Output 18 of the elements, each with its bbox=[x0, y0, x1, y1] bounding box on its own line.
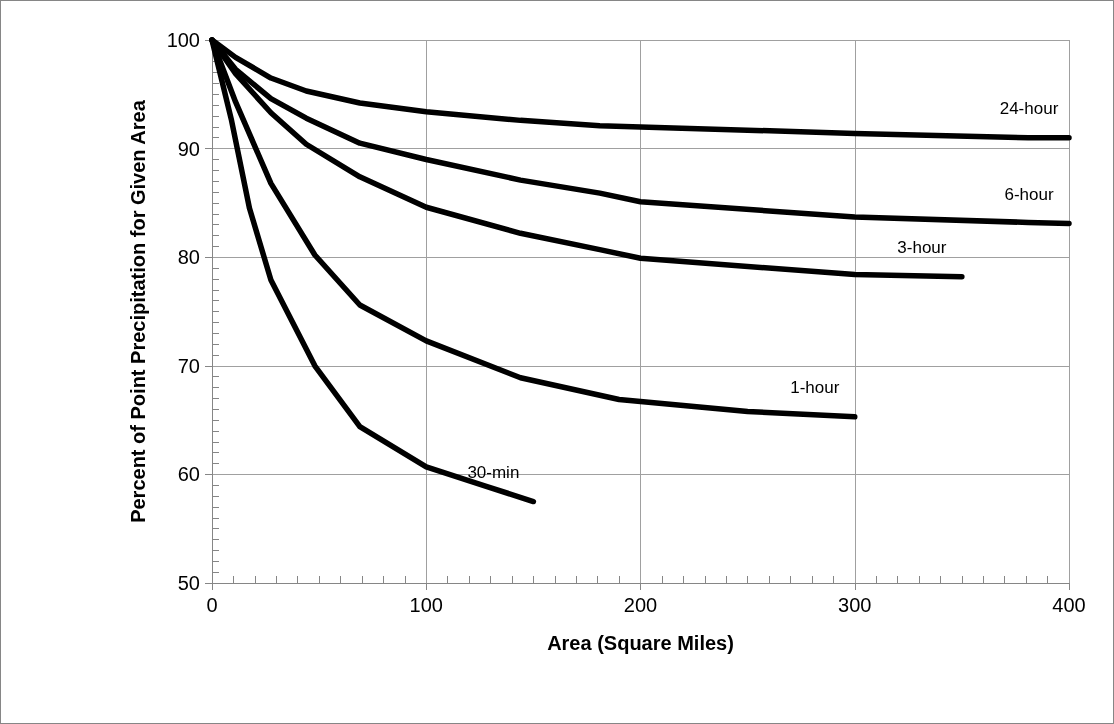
x-tick-label: 0 bbox=[206, 594, 218, 616]
y-tick-label: 80 bbox=[177, 246, 200, 269]
y-tick-label: 50 bbox=[177, 572, 200, 594]
y-tick-label: 70 bbox=[177, 354, 200, 377]
y-tick-label: 60 bbox=[177, 463, 200, 486]
x-tick-label: 400 bbox=[1052, 594, 1086, 616]
y-tick-label: 100 bbox=[166, 29, 200, 51]
series-label: 1-hour bbox=[790, 377, 840, 397]
x-tick-label: 100 bbox=[409, 594, 443, 616]
x-tick-label: 200 bbox=[623, 594, 658, 616]
y-tick-label: 90 bbox=[177, 137, 200, 160]
x-tick-label: 300 bbox=[838, 594, 872, 616]
y-axis-title: Percent of Point Precipitation for Given Area bbox=[127, 99, 149, 523]
series-label: 3-hour bbox=[897, 237, 947, 257]
series-label: 24-hour bbox=[999, 98, 1059, 118]
series-label: 6-hour bbox=[1004, 184, 1054, 204]
series-label: 30-min bbox=[467, 462, 520, 482]
x-axis-title: Area (Square Miles) bbox=[547, 632, 734, 654]
